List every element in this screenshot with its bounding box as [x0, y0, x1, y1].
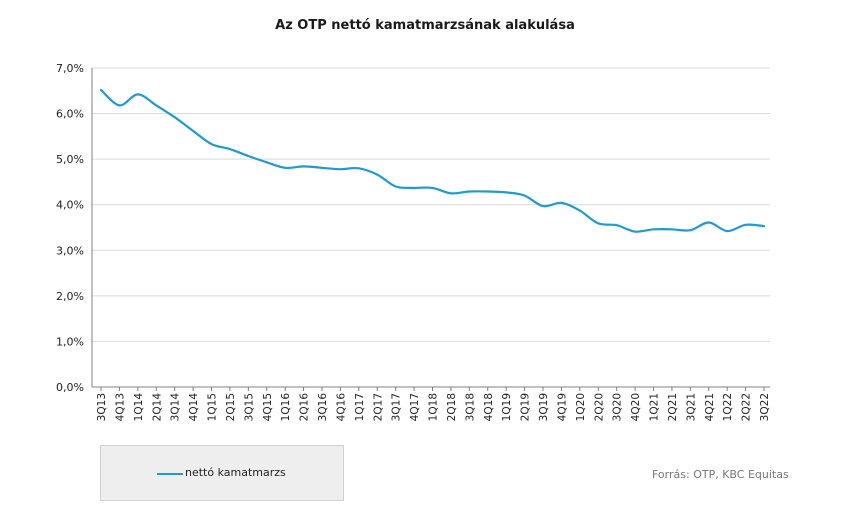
data-point [560, 202, 562, 204]
series-lines [99, 88, 766, 233]
data-point [174, 116, 176, 118]
data-point [376, 174, 378, 176]
x-tick-label: 4Q17 [409, 393, 421, 421]
x-tick-label: 4Q19 [556, 393, 568, 421]
x-tick-label: 2Q20 [593, 393, 605, 421]
data-point [358, 167, 360, 169]
y-tick-label: 3,0% [56, 244, 84, 257]
x-tick-label: 4Q14 [188, 393, 200, 422]
data-point [450, 192, 452, 194]
data-point [487, 190, 489, 192]
x-tick-label: 3Q16 [317, 393, 329, 422]
data-point [247, 155, 249, 157]
legend-swatch [157, 473, 183, 475]
x-tick-label: 3Q21 [685, 393, 697, 421]
data-point [137, 93, 139, 95]
data-point [100, 89, 102, 91]
axes [91, 68, 770, 391]
x-tick-label: 3Q17 [391, 393, 403, 421]
x-tick-label: 4Q20 [630, 393, 642, 421]
x-tick-label: 2Q22 [741, 393, 753, 421]
x-tick-label: 2Q17 [372, 393, 384, 421]
data-point [210, 143, 212, 145]
data-point [579, 210, 581, 212]
x-tick-label: 2Q15 [225, 393, 237, 421]
data-point [524, 195, 526, 197]
data-point [689, 229, 691, 231]
legend: nettó kamatmarzs [100, 445, 344, 501]
x-tick-label: 1Q18 [428, 393, 440, 421]
data-point [229, 148, 231, 150]
y-tick-label: 4,0% [56, 199, 84, 212]
x-tick-label: 3Q15 [243, 393, 255, 421]
x-tick-label: 3Q20 [612, 393, 624, 421]
data-point [726, 230, 728, 232]
data-point [616, 224, 618, 226]
data-point [505, 191, 507, 193]
y-tick-label: 6,0% [56, 108, 84, 121]
x-tick-label: 4Q21 [704, 393, 716, 421]
y-tick-label: 7,0% [56, 62, 84, 75]
x-tick-label: 1Q19 [501, 393, 513, 421]
x-tick-label: 4Q18 [483, 393, 495, 421]
x-tick-label: 2Q14 [151, 393, 163, 422]
y-tick-label: 2,0% [56, 290, 84, 303]
data-point [118, 104, 120, 106]
x-tick-label: 2Q19 [520, 393, 532, 421]
data-point [597, 222, 599, 224]
gridlines [92, 67, 770, 342]
y-tick-labels: 0,0% 1,0% 2,0% 3,0% 4,0% 5,0% 6,0% 7,0% [56, 62, 84, 394]
data-point [395, 185, 397, 187]
y-tick-label: 1,0% [56, 335, 84, 348]
data-point [266, 161, 268, 163]
x-tick-label: 2Q21 [667, 393, 679, 421]
x-tick-label: 1Q17 [354, 393, 366, 421]
x-tick-label: 4Q15 [262, 393, 274, 421]
data-point [542, 205, 544, 207]
chart-title: Az OTP nettó kamatmarzsának alakulása [275, 18, 575, 33]
data-point [192, 130, 194, 132]
x-tick-label: 2Q16 [299, 393, 311, 422]
data-point [652, 228, 654, 230]
y-tick-label: 5,0% [56, 153, 84, 166]
x-tick-label: 1Q16 [280, 393, 292, 422]
x-tick-label: 3Q14 [170, 393, 182, 422]
x-tick-label: 4Q13 [114, 393, 126, 421]
legend-label: nettó kamatmarzs [185, 466, 286, 479]
data-point [339, 168, 341, 170]
data-point [413, 187, 415, 189]
data-point [708, 221, 710, 223]
x-tick-label: 3Q19 [538, 393, 550, 421]
x-tick-label: 4Q16 [335, 393, 347, 422]
data-point [431, 187, 433, 189]
x-tick-label: 1Q20 [575, 393, 587, 421]
x-tick-label: 1Q14 [133, 393, 145, 422]
data-point [745, 224, 747, 226]
x-tick-label: 3Q13 [96, 393, 108, 421]
x-tick-label: 1Q21 [649, 393, 661, 421]
x-tick-label: 3Q22 [759, 393, 771, 421]
x-tick-label: 1Q15 [207, 393, 219, 421]
data-point [155, 104, 157, 106]
x-tick-labels: 3Q13 4Q13 1Q14 2Q14 3Q14 4Q14 1Q15 2Q15 3Q15 4Q15… [96, 393, 771, 422]
source-note: Forrás: OTP, KBC Equitas [652, 468, 789, 481]
data-point [763, 225, 765, 227]
series-line [99, 88, 766, 233]
y-tick-label: 0,0% [56, 381, 84, 394]
data-point [671, 228, 673, 230]
x-tick-label: 1Q22 [722, 393, 734, 421]
data-point [468, 190, 470, 192]
data-point [321, 167, 323, 169]
x-tick-label: 2Q18 [446, 393, 458, 421]
data-point [284, 167, 286, 169]
data-point [634, 231, 636, 233]
data-point [303, 165, 305, 167]
x-tick-label: 3Q18 [464, 393, 476, 421]
